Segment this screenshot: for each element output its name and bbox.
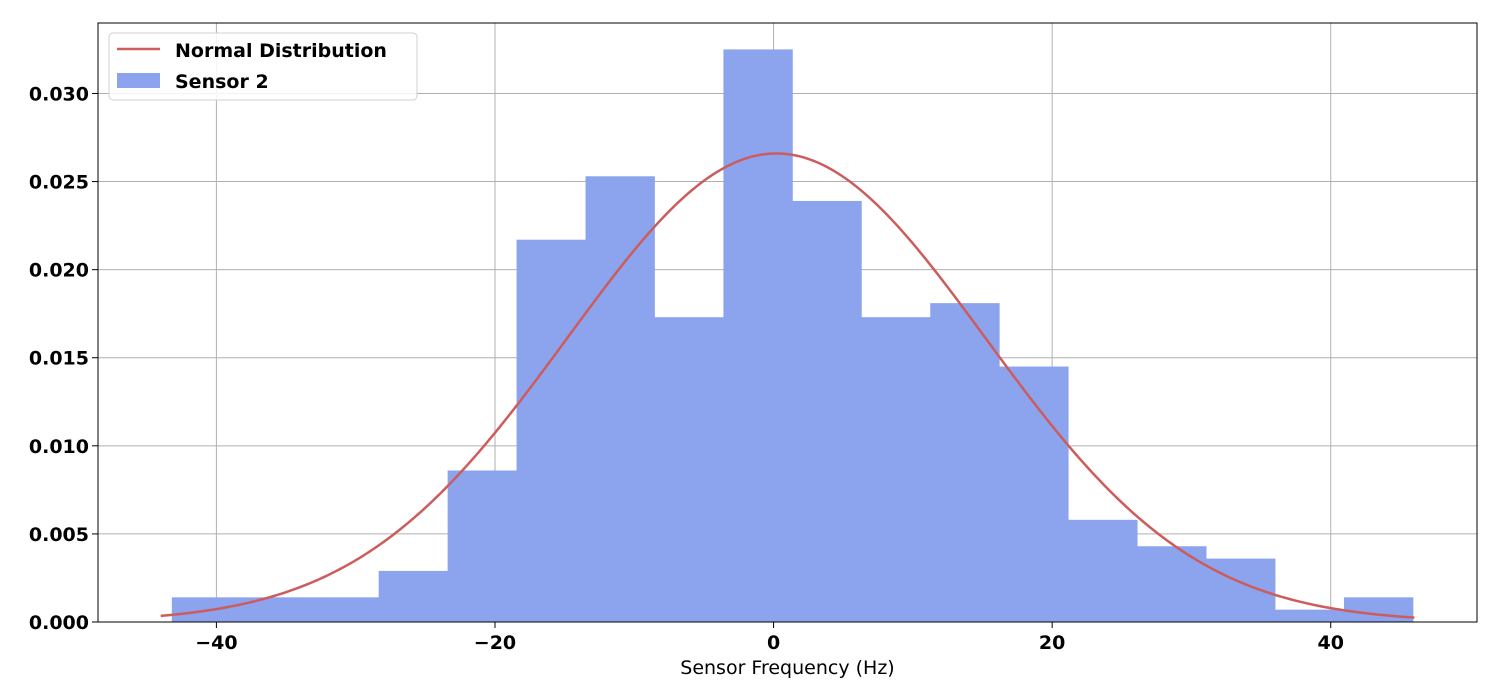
legend-label-sensor-2: Sensor 2 <box>175 71 269 93</box>
x-tick-label: −40 <box>195 632 237 654</box>
histogram-bar <box>1137 546 1207 622</box>
histogram-bar <box>378 570 449 622</box>
legend-box <box>108 32 418 101</box>
histogram-bar <box>309 597 380 622</box>
histogram-bar <box>930 303 1000 622</box>
x-axis-ticks: −40 −20 0 20 40 <box>195 622 1344 654</box>
histogram-bar <box>1068 519 1138 622</box>
x-tick-label: −20 <box>474 632 516 654</box>
histogram-bar <box>723 49 793 623</box>
histogram-bar <box>1275 609 1345 622</box>
x-axis-label: Sensor Frequency (Hz) <box>680 657 894 679</box>
x-tick-label: 40 <box>1318 632 1344 654</box>
legend-label-normal-distribution: Normal Distribution <box>175 40 387 62</box>
y-axis-ticks: 0.000 0.005 0.010 0.015 0.020 0.025 0.030 <box>29 83 98 634</box>
plot-frame <box>97 22 1478 623</box>
histogram-bar <box>792 200 862 622</box>
histogram-bar <box>654 317 724 622</box>
histogram-bar <box>585 176 655 622</box>
legend: Normal Distribution Sensor 2 <box>108 32 418 101</box>
histogram-bar <box>861 317 931 622</box>
normal-distribution-curve <box>160 152 1415 619</box>
histogram-bars <box>171 49 1414 623</box>
legend-swatch-sensor-2 <box>117 73 160 88</box>
y-tick-label: 0.020 <box>29 260 89 282</box>
y-tick-label: 0.005 <box>29 524 89 546</box>
y-tick-label: 0.030 <box>29 83 89 105</box>
y-tick-label: 0.025 <box>29 172 89 194</box>
x-tick-label: 0 <box>767 632 780 654</box>
x-tick-label: 20 <box>1039 632 1065 654</box>
histogram-bar <box>1343 597 1414 622</box>
y-tick-label: 0.000 <box>29 612 89 634</box>
histogram-bar <box>516 239 586 622</box>
y-tick-label: 0.015 <box>29 348 89 370</box>
y-tick-label: 0.010 <box>29 436 89 458</box>
histogram-bar <box>447 470 517 622</box>
histogram-bar <box>999 366 1069 622</box>
